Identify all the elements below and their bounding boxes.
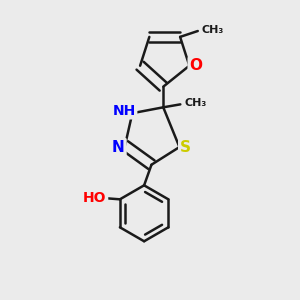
Text: O: O <box>189 58 202 73</box>
Text: S: S <box>180 140 191 154</box>
Text: N: N <box>112 140 125 154</box>
Text: CH₃: CH₃ <box>185 98 207 108</box>
Text: CH₃: CH₃ <box>202 25 224 34</box>
Text: HO: HO <box>83 191 106 205</box>
Text: NH: NH <box>112 104 136 118</box>
